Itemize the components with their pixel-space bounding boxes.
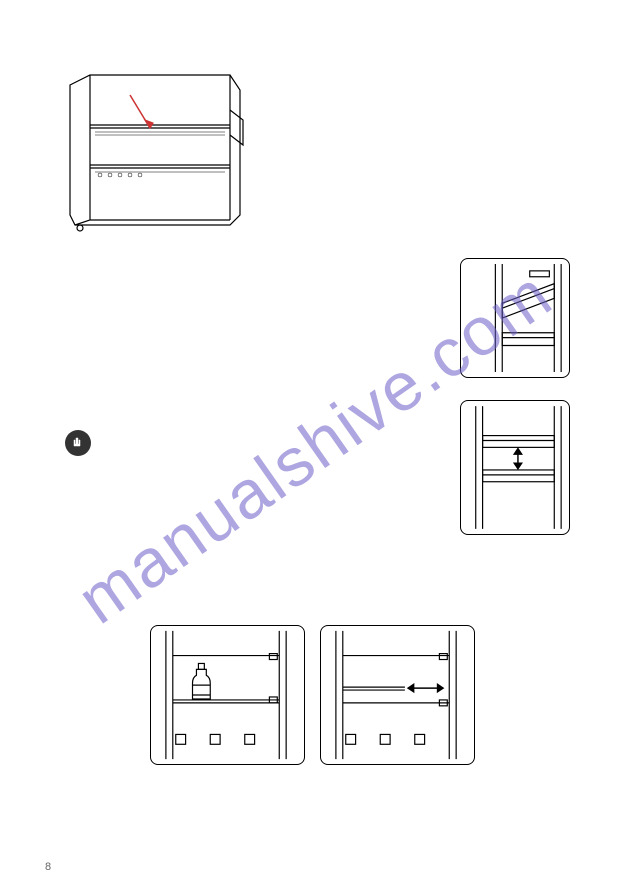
diagram-freezer-main	[65, 70, 245, 235]
diagram-shelf-bottle	[150, 625, 305, 765]
diagram-door-rack-remove	[460, 258, 570, 378]
diagram-door-rack-position	[460, 400, 570, 535]
page-number: 8	[45, 861, 51, 873]
diagram-shelf-slide	[320, 625, 475, 765]
manual-page: manualshive.com	[0, 0, 629, 893]
freezer-illustration	[65, 70, 245, 235]
caution-icon	[65, 430, 91, 456]
